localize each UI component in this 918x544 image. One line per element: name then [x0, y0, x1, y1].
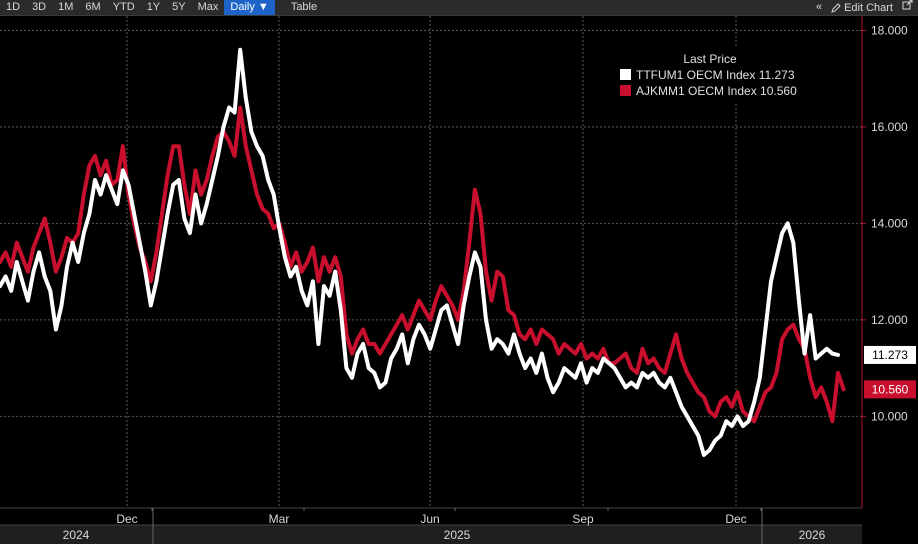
y-tick-label: 10.000: [871, 409, 908, 423]
legend-title: Last Price: [683, 52, 737, 66]
x-month-label: Dec: [116, 512, 137, 526]
y-tick-label: 14.000: [871, 216, 908, 230]
range-5y-button[interactable]: 5Y: [172, 1, 186, 13]
x-axis: Dec Mar Jun Sep Dec 2024 2025 2026: [0, 507, 862, 544]
chart-toolbar: 1D 3D 1M 6M YTD 1Y 5Y Max Daily ▼ Table …: [0, 0, 918, 16]
x-month-label: Sep: [572, 512, 594, 526]
legend-swatch-ajkmm1: [620, 85, 631, 96]
y-tick-label: 16.000: [871, 120, 908, 134]
legend-label-ajkmm1: AJKMM1 OECM Index 10.560: [636, 84, 797, 98]
popout-glyph: [902, 0, 913, 10]
y-tick-label: 18.000: [871, 23, 908, 37]
x-year-label: 2024: [63, 528, 90, 542]
range-max-button[interactable]: Max: [197, 1, 219, 13]
range-1d-button[interactable]: 1D: [6, 1, 21, 13]
value-tag-ajkmm1: 10.560: [872, 382, 909, 396]
range-1y-button[interactable]: 1Y: [146, 1, 161, 13]
range-6m-button[interactable]: 6M: [85, 1, 101, 13]
year-band: [0, 525, 862, 544]
y-axis: 10.000 12.000 14.000 16.000 18.000: [862, 23, 908, 423]
value-tag-bg: [864, 345, 916, 364]
x-month-label: Jun: [420, 512, 439, 526]
x-year-label: 2025: [444, 528, 471, 542]
y-tick-label: 12.000: [871, 313, 908, 327]
edit-chart-button[interactable]: Edit Chart: [827, 2, 897, 14]
range-3d-button[interactable]: 3D: [32, 1, 47, 13]
x-month-label: Dec: [725, 512, 746, 526]
x-year-label: 2026: [799, 528, 826, 542]
value-tag-bg: [864, 380, 916, 399]
double-chevron-left-icon[interactable]: «: [815, 1, 823, 13]
legend-background: [612, 46, 806, 102]
popout-icon[interactable]: [897, 0, 918, 15]
legend: Last Price TTFUM1 OECM Index 11.273 AJKM…: [612, 46, 806, 102]
range-1m-button[interactable]: 1M: [58, 1, 74, 13]
frequency-dropdown[interactable]: Daily ▼: [224, 0, 275, 15]
value-tag-ttfum1: 11.273: [872, 348, 908, 362]
value-tags: 11.273 10.560: [864, 345, 916, 399]
toolbar-right: « Edit Chart: [811, 0, 918, 15]
series-line-ttfum1: [0, 47, 840, 457]
edit-chart-label: Edit Chart: [844, 1, 893, 14]
range-ytd-button[interactable]: YTD: [112, 1, 135, 13]
series-layer: [0, 47, 846, 457]
legend-swatch-ttfum1: [620, 69, 631, 80]
x-month-label: Mar: [269, 512, 290, 526]
table-button[interactable]: Table: [290, 1, 318, 13]
legend-label-ttfum1: TTFUM1 OECM Index 11.273: [636, 68, 795, 82]
pencil-icon: [831, 2, 841, 13]
